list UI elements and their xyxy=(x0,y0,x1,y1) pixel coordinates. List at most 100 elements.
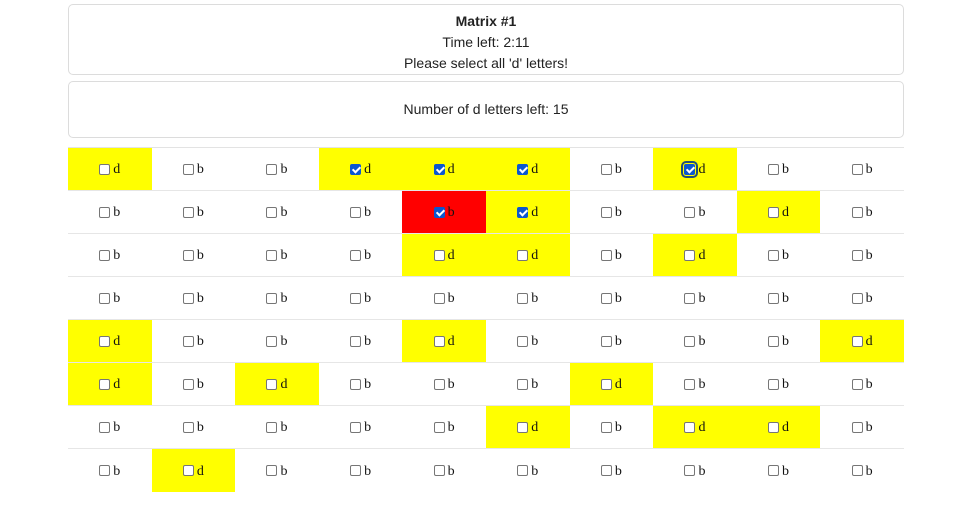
letter-checkbox[interactable] xyxy=(517,465,529,476)
matrix-cell[interactable]: b xyxy=(570,449,654,492)
letter-checkbox[interactable] xyxy=(182,206,194,218)
letter-checkbox[interactable] xyxy=(768,421,780,433)
letter-checkbox[interactable] xyxy=(684,465,696,476)
matrix-cell[interactable]: b xyxy=(319,449,403,492)
matrix-cell[interactable]: d xyxy=(569,363,654,405)
letter-checkbox[interactable] xyxy=(266,421,278,433)
matrix-cell[interactable]: b xyxy=(653,363,737,405)
matrix-cell[interactable]: b xyxy=(737,320,821,362)
matrix-cell[interactable]: b xyxy=(235,406,319,448)
matrix-cell[interactable]: b xyxy=(737,234,821,276)
letter-checkbox[interactable] xyxy=(350,335,362,347)
letter-checkbox[interactable] xyxy=(433,335,445,347)
matrix-cell[interactable]: b xyxy=(402,277,486,319)
letter-checkbox[interactable] xyxy=(517,249,529,261)
letter-checkbox[interactable] xyxy=(266,335,278,347)
matrix-cell[interactable]: d xyxy=(68,320,152,362)
matrix-cell[interactable]: b xyxy=(570,191,654,233)
letter-checkbox[interactable] xyxy=(600,378,612,390)
letter-checkbox[interactable] xyxy=(600,206,612,218)
letter-checkbox[interactable] xyxy=(433,292,445,304)
matrix-cell[interactable]: d xyxy=(235,363,319,405)
matrix-cell[interactable]: d xyxy=(485,406,570,448)
matrix-cell[interactable]: d xyxy=(151,449,236,492)
matrix-cell[interactable]: d xyxy=(485,191,570,233)
matrix-cell[interactable]: b xyxy=(653,449,737,492)
letter-checkbox[interactable] xyxy=(433,421,445,433)
letter-checkbox[interactable] xyxy=(350,249,362,261)
letter-checkbox[interactable] xyxy=(517,378,529,390)
letter-checkbox[interactable] xyxy=(517,292,529,304)
matrix-cell[interactable]: b xyxy=(152,363,236,405)
matrix-cell[interactable]: d xyxy=(736,191,821,233)
matrix-cell[interactable]: b xyxy=(820,148,904,190)
matrix-cell[interactable]: b xyxy=(235,148,319,190)
letter-checkbox[interactable] xyxy=(350,206,362,218)
matrix-cell[interactable]: b xyxy=(68,234,152,276)
letter-checkbox[interactable] xyxy=(768,163,780,175)
letter-checkbox[interactable] xyxy=(99,249,111,261)
matrix-cell[interactable]: b xyxy=(68,449,152,492)
letter-checkbox[interactable] xyxy=(851,421,863,433)
matrix-cell[interactable]: b xyxy=(486,363,570,405)
letter-checkbox[interactable] xyxy=(350,163,362,175)
matrix-cell[interactable]: b xyxy=(235,234,319,276)
matrix-cell[interactable]: b xyxy=(319,234,403,276)
letter-checkbox[interactable] xyxy=(99,292,111,304)
matrix-cell[interactable]: d xyxy=(485,148,570,190)
letter-checkbox[interactable] xyxy=(182,335,194,347)
matrix-cell[interactable]: b xyxy=(152,191,236,233)
letter-checkbox[interactable] xyxy=(517,335,529,347)
letter-checkbox[interactable] xyxy=(768,465,780,476)
letter-checkbox[interactable] xyxy=(517,163,529,175)
letter-checkbox[interactable] xyxy=(182,421,194,433)
matrix-cell[interactable]: b xyxy=(319,191,403,233)
letter-checkbox[interactable] xyxy=(684,206,696,218)
matrix-cell[interactable]: b xyxy=(486,449,570,492)
matrix-cell[interactable]: d xyxy=(68,148,152,190)
letter-checkbox[interactable] xyxy=(851,335,863,347)
letter-checkbox[interactable] xyxy=(182,292,194,304)
letter-checkbox[interactable] xyxy=(266,206,278,218)
matrix-cell[interactable]: b xyxy=(68,191,152,233)
letter-checkbox[interactable] xyxy=(600,465,612,476)
letter-checkbox[interactable] xyxy=(517,206,529,218)
matrix-cell[interactable]: b xyxy=(319,320,403,362)
letter-checkbox[interactable] xyxy=(768,292,780,304)
letter-checkbox[interactable] xyxy=(350,465,362,476)
matrix-cell[interactable]: b xyxy=(319,277,403,319)
letter-checkbox[interactable] xyxy=(600,421,612,433)
matrix-cell[interactable]: b xyxy=(570,406,654,448)
matrix-cell[interactable]: d xyxy=(485,234,570,276)
matrix-cell[interactable]: b xyxy=(402,449,486,492)
matrix-cell[interactable]: b xyxy=(319,363,403,405)
matrix-cell[interactable]: b xyxy=(737,449,821,492)
matrix-cell[interactable]: b xyxy=(820,191,904,233)
matrix-cell[interactable]: b xyxy=(235,449,319,492)
letter-checkbox[interactable] xyxy=(266,465,278,476)
matrix-cell[interactable]: d xyxy=(653,234,737,276)
letter-checkbox[interactable] xyxy=(768,335,780,347)
matrix-cell[interactable]: b xyxy=(820,449,904,492)
matrix-cell[interactable]: b xyxy=(402,406,486,448)
matrix-cell[interactable]: d xyxy=(736,406,821,448)
letter-checkbox[interactable] xyxy=(600,335,612,347)
matrix-cell[interactable]: d xyxy=(820,320,904,362)
matrix-cell[interactable]: b xyxy=(152,148,236,190)
letter-checkbox[interactable] xyxy=(600,249,612,261)
matrix-cell[interactable]: b xyxy=(152,277,236,319)
letter-checkbox[interactable] xyxy=(851,249,863,261)
matrix-cell[interactable]: b xyxy=(235,191,319,233)
letter-checkbox[interactable] xyxy=(433,206,445,218)
matrix-cell[interactable]: b xyxy=(820,277,904,319)
letter-checkbox[interactable] xyxy=(350,378,362,390)
matrix-cell[interactable]: b xyxy=(653,320,737,362)
matrix-cell[interactable]: b xyxy=(653,277,737,319)
matrix-cell[interactable]: d xyxy=(402,234,486,276)
letter-checkbox[interactable] xyxy=(433,378,445,390)
matrix-cell[interactable]: b xyxy=(235,320,319,362)
matrix-cell[interactable]: b xyxy=(319,406,403,448)
letter-checkbox[interactable] xyxy=(768,206,780,218)
letter-checkbox[interactable] xyxy=(182,249,194,261)
letter-checkbox[interactable] xyxy=(433,249,445,261)
